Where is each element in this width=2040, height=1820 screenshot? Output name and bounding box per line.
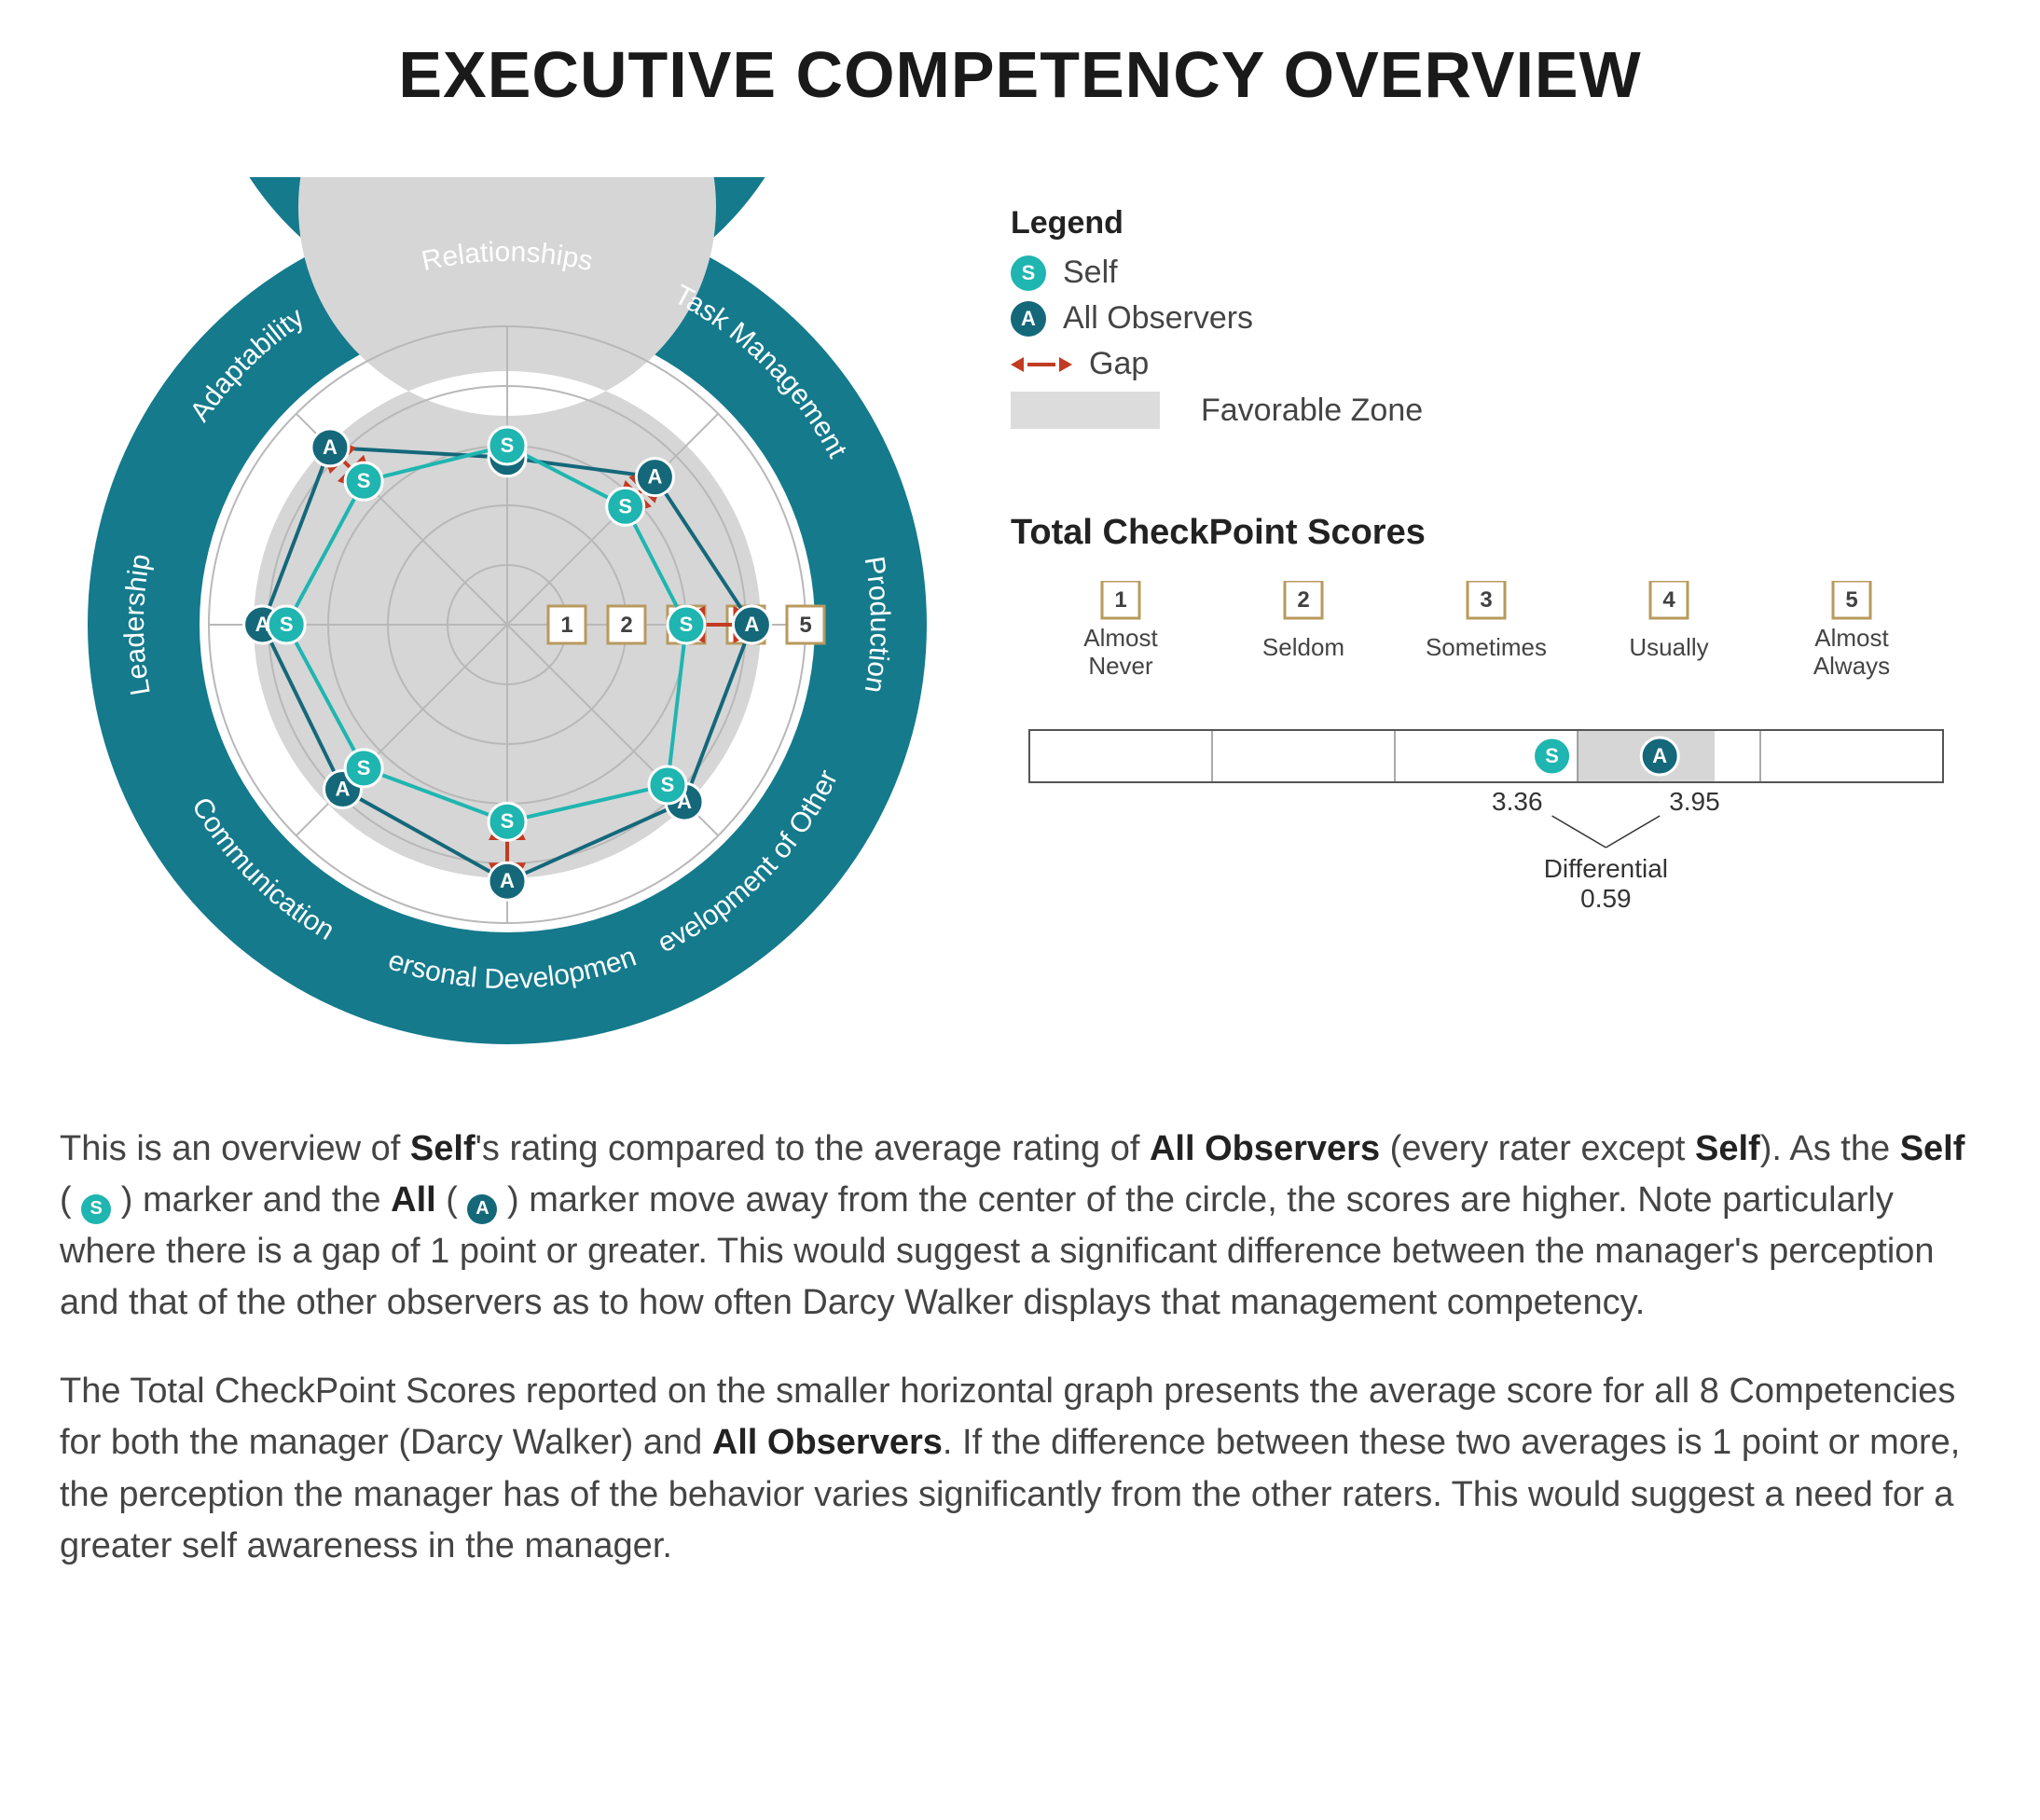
svg-text:S: S — [357, 756, 371, 779]
svg-text:A: A — [500, 869, 515, 892]
svg-text:A: A — [336, 777, 351, 800]
svg-text:3.95: 3.95 — [1669, 787, 1720, 816]
svg-text:S: S — [661, 773, 675, 796]
svg-text:Differential: Differential — [1544, 854, 1668, 883]
legend: Legend S Self A All Observers Gap Favora… — [1011, 205, 1980, 429]
svg-text:A: A — [744, 613, 759, 636]
inline-self-icon: S — [81, 1194, 111, 1224]
svg-text:S: S — [357, 469, 371, 492]
self-marker-icon: S — [1011, 255, 1046, 291]
svg-text:Usually: Usually — [1629, 633, 1708, 661]
svg-text:Always: Always — [1813, 652, 1890, 680]
svg-text:Sometimes: Sometimes — [1426, 633, 1547, 661]
svg-text:A: A — [647, 465, 662, 489]
svg-text:S: S — [501, 434, 515, 457]
svg-text:3: 3 — [1480, 587, 1492, 613]
svg-text:0.59: 0.59 — [1580, 884, 1632, 913]
svg-text:Never: Never — [1088, 652, 1153, 680]
svg-text:Seldom: Seldom — [1262, 633, 1344, 661]
legend-observers-label: All Observers — [1063, 300, 1253, 337]
legend-favorable-label: Favorable Zone — [1201, 393, 1423, 429]
svg-text:1: 1 — [560, 613, 572, 638]
svg-text:S: S — [501, 809, 515, 833]
svg-text:3.36: 3.36 — [1492, 787, 1543, 816]
svg-text:S: S — [618, 494, 632, 517]
gap-icon — [1011, 357, 1072, 372]
favorable-zone-swatch — [1011, 392, 1160, 429]
svg-text:S: S — [1545, 744, 1559, 767]
scores-title: Total CheckPoint Scores — [1011, 513, 1980, 553]
svg-text:5: 5 — [1845, 587, 1857, 613]
total-checkpoint-scores: Total CheckPoint Scores 1AlmostNever2Sel… — [1011, 513, 1980, 921]
legend-gap-label: Gap — [1089, 346, 1149, 382]
svg-text:A: A — [323, 435, 338, 459]
radar-chart: 12345ASASASASASASASASLeadershipAdaptabil… — [60, 177, 955, 1077]
svg-text:1: 1 — [1114, 587, 1126, 613]
description-text: This is an overview of Self's rating com… — [60, 1124, 1980, 1572]
svg-text:S: S — [680, 613, 694, 636]
svg-text:A: A — [1652, 744, 1667, 767]
svg-text:S: S — [280, 613, 294, 636]
svg-text:5: 5 — [799, 613, 811, 638]
svg-text:4: 4 — [1662, 587, 1675, 613]
observers-marker-icon: A — [1011, 301, 1046, 337]
legend-title: Legend — [1011, 205, 1980, 241]
legend-self-label: Self — [1063, 255, 1118, 291]
svg-text:2: 2 — [1297, 587, 1309, 613]
svg-text:Almost: Almost — [1083, 624, 1158, 652]
inline-observers-icon: A — [467, 1194, 497, 1224]
page-title: EXECUTIVE COMPETENCY OVERVIEW — [37, 37, 2003, 112]
svg-text:2: 2 — [620, 613, 632, 638]
svg-text:Almost: Almost — [1814, 624, 1889, 652]
